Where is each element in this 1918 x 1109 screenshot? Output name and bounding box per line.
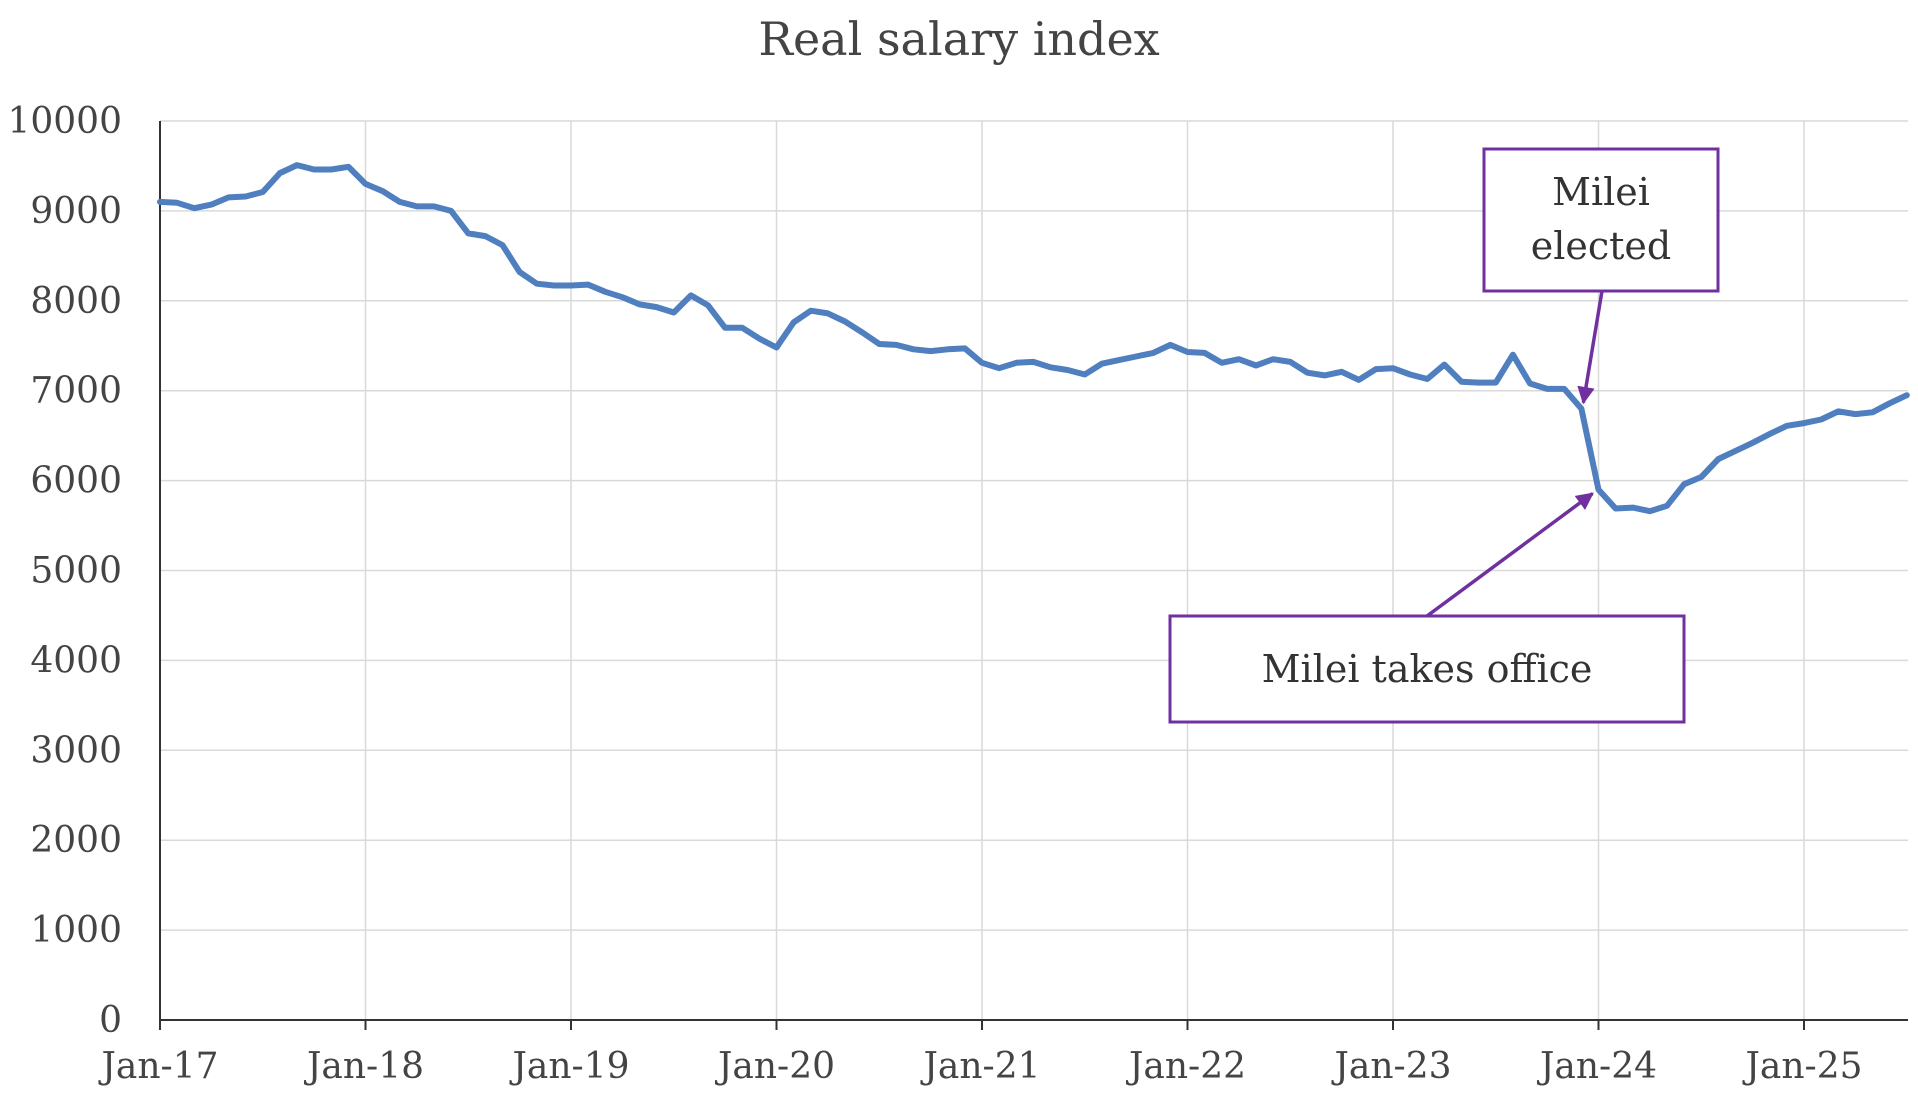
series-layer [157,162,1910,515]
x-tick-label: Jan-23 [1330,1046,1451,1087]
x-tick-label: Jan-24 [1536,1046,1657,1087]
annotations: Milei elected Milei takes office [1168,147,1720,724]
annotation-label-takes-office: Milei takes office [1262,647,1593,691]
annotation-arrow-elected [1577,290,1604,405]
x-tick-label: Jan-25 [1741,1046,1862,1087]
y-tick-label: 8000 [30,281,122,322]
y-tick-label: 10000 [7,101,122,142]
y-tick-label: 3000 [30,730,122,771]
y-tick-label: 7000 [30,371,122,412]
chart-title: Real salary index [758,12,1159,66]
annotation-label-elected: Milei [1552,170,1650,214]
annotation-box-elected [1482,147,1720,293]
y-tick-label: 1000 [30,910,122,951]
y-tick-label: 5000 [30,551,122,592]
x-tick-label: Jan-17 [97,1046,218,1087]
y-tick-label: 4000 [30,640,122,681]
y-tick-label: 6000 [30,461,122,502]
annotation-box-takes-office [1168,614,1686,724]
y-tick-label: 2000 [30,820,122,861]
y-tick-label: 9000 [30,191,122,232]
x-tick-label: Jan-20 [714,1046,835,1087]
series-line-real-salary [157,162,1910,515]
annotation-arrow-takes-office [1425,492,1594,618]
y-tick-label: 0 [99,1000,122,1041]
axes: 0 1000 2000 3000 4000 5000 6000 7000 8000 9000 100… [7,101,1908,1087]
annotation-label-elected: elected [1531,224,1672,268]
x-tick-label: Jan-21 [919,1046,1040,1087]
x-tick-label: Jan-22 [1125,1046,1246,1087]
x-tick-label: Jan-19 [508,1046,629,1087]
x-tick-label: Jan-18 [303,1046,424,1087]
